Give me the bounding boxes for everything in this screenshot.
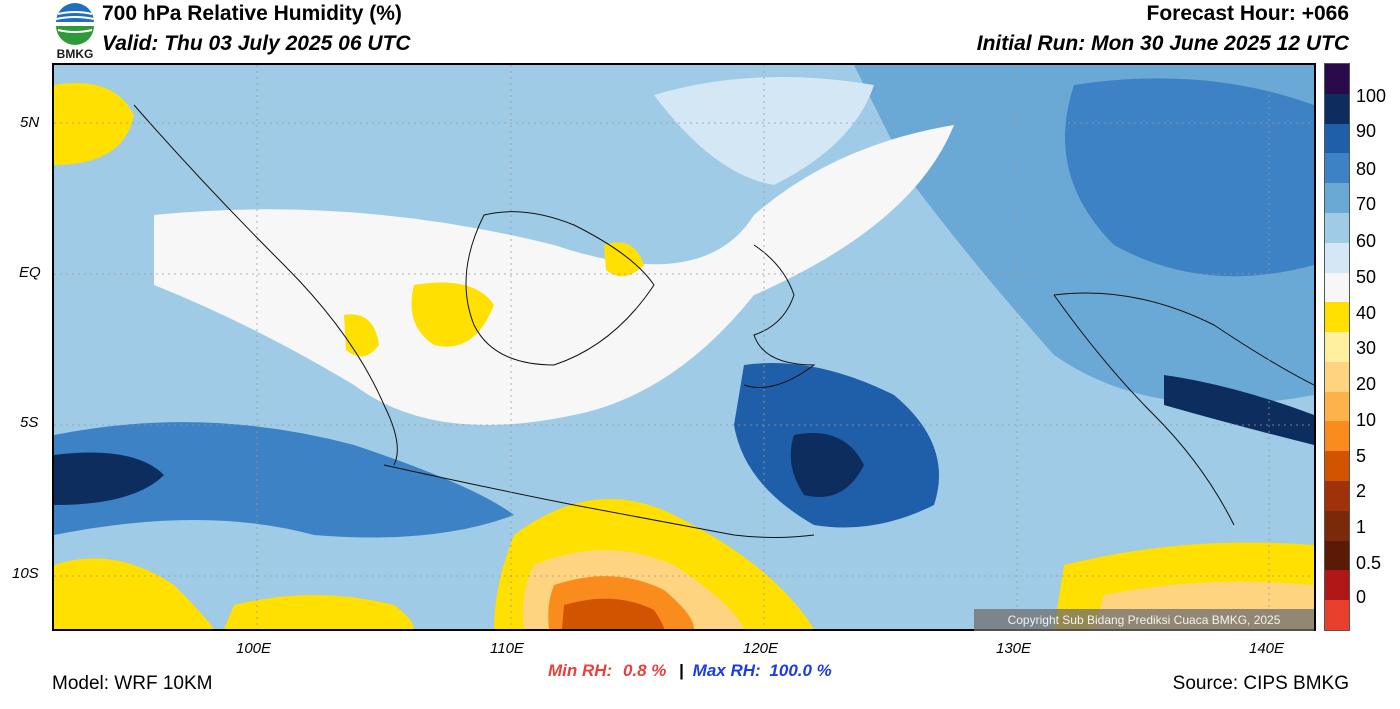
humidity-region-70-80-northeast (1065, 78, 1314, 277)
source-label: Source: CIPS BMKG (1172, 673, 1349, 694)
forecast-hour: Forecast Hour: +066 (1146, 2, 1350, 25)
lat-label-5n: 5N (20, 114, 40, 131)
copyright-notice: Copyright Sub Bidang Prediksi Cuaca BMKG… (974, 609, 1314, 631)
max-rh-label: Max RH: (692, 661, 761, 680)
humidity-region-30-40-south-center (224, 595, 414, 629)
colorbar-segment (1325, 481, 1349, 512)
colorbar-segment (1325, 242, 1349, 274)
rh-min-max: Min RH: 0.8 % | Max RH: 100.0 % (548, 661, 832, 681)
colorbar-label-1: 1 (1356, 517, 1367, 537)
colorbar-segment (1325, 540, 1349, 571)
colorbar-segment (1325, 302, 1349, 333)
humidity-region-30-40-borneo-east (604, 242, 644, 277)
humidity-region-30-40-southwest (54, 558, 214, 629)
lon-label-130e: 130E (996, 640, 1032, 657)
colorbar-segment (1325, 212, 1349, 244)
humidity-region-70-80-southwest (54, 422, 514, 538)
valid-time: Valid: Thu 03 July 2025 06 UTC (102, 32, 411, 55)
min-rh-value: 0.8 % (622, 661, 667, 680)
colorbar-segment (1325, 93, 1349, 125)
colorbar-label-60: 60 (1356, 231, 1377, 251)
humidity-region-30-40-sumatra (344, 314, 379, 357)
colorbar-segment (1325, 183, 1349, 214)
colorbar-segment (1325, 361, 1349, 393)
lat-label-eq: EQ (19, 264, 41, 281)
colorbar-label-90: 90 (1356, 121, 1377, 141)
colorbar-label-70: 70 (1356, 194, 1377, 214)
colorbar-label-40: 40 (1356, 303, 1377, 323)
humidity-region-90-100-papua (1164, 375, 1314, 445)
bmkg-logo: BMKG (52, 2, 98, 61)
colorbar-segment (1325, 391, 1349, 422)
lon-label-140e: 140E (1249, 640, 1285, 657)
colorbar (1324, 63, 1350, 631)
coastlines (133, 104, 1314, 538)
lon-label-100e: 100E (236, 640, 272, 657)
colorbar-label-5: 5 (1356, 446, 1367, 466)
chart-title: 700 hPa Relative Humidity (%) (102, 2, 402, 25)
logo-text: BMKG (57, 47, 94, 60)
colorbar-segment (1325, 600, 1349, 631)
lon-label-110e: 110E (490, 640, 524, 657)
colorbar-segment (1325, 272, 1349, 303)
colorbar-segment (1325, 510, 1349, 542)
colorbar-segment (1325, 332, 1349, 363)
colorbar-segment (1325, 123, 1349, 154)
humidity-region-30-40-borneo (411, 282, 494, 347)
colorbar-label-2: 2 (1356, 481, 1367, 501)
minmax-separator: | (679, 661, 684, 680)
model-label: Model: WRF 10KM (52, 673, 213, 694)
graticule (54, 65, 1314, 629)
colorbar-segment (1325, 64, 1349, 95)
lon-label-120e: 120E (743, 640, 779, 657)
colorbar-label-20: 20 (1356, 374, 1377, 394)
humidity-region-2-5-south (562, 598, 664, 629)
humidity-region-90-100-banda (790, 433, 864, 497)
min-rh-label: Min RH: (548, 661, 613, 680)
colorbar-label-0: 0 (1356, 587, 1367, 607)
lat-label-10s: 10S (12, 565, 39, 582)
colorbar-segment (1325, 153, 1349, 184)
colorbar-label-80: 80 (1356, 159, 1377, 179)
colorbar-segment (1325, 421, 1349, 452)
initial-run: Initial Run: Mon 30 June 2025 12 UTC (976, 32, 1349, 55)
lat-label-5s: 5S (20, 414, 39, 431)
max-rh-value: 100.0 % (769, 661, 832, 680)
colorbar-label-10: 10 (1356, 410, 1377, 430)
colorbar-label-0.5: 0.5 (1356, 553, 1382, 573)
humidity-map[interactable] (52, 63, 1316, 631)
colorbar-label-100: 100 (1356, 86, 1387, 106)
humidity-region-30-40-northwest (54, 83, 134, 165)
colorbar-label-50: 50 (1356, 267, 1377, 287)
humidity-region-90-100-southwest (54, 452, 164, 505)
colorbar-segment (1325, 570, 1349, 601)
colorbar-label-30: 30 (1356, 338, 1377, 358)
colorbar-segment (1325, 451, 1349, 482)
